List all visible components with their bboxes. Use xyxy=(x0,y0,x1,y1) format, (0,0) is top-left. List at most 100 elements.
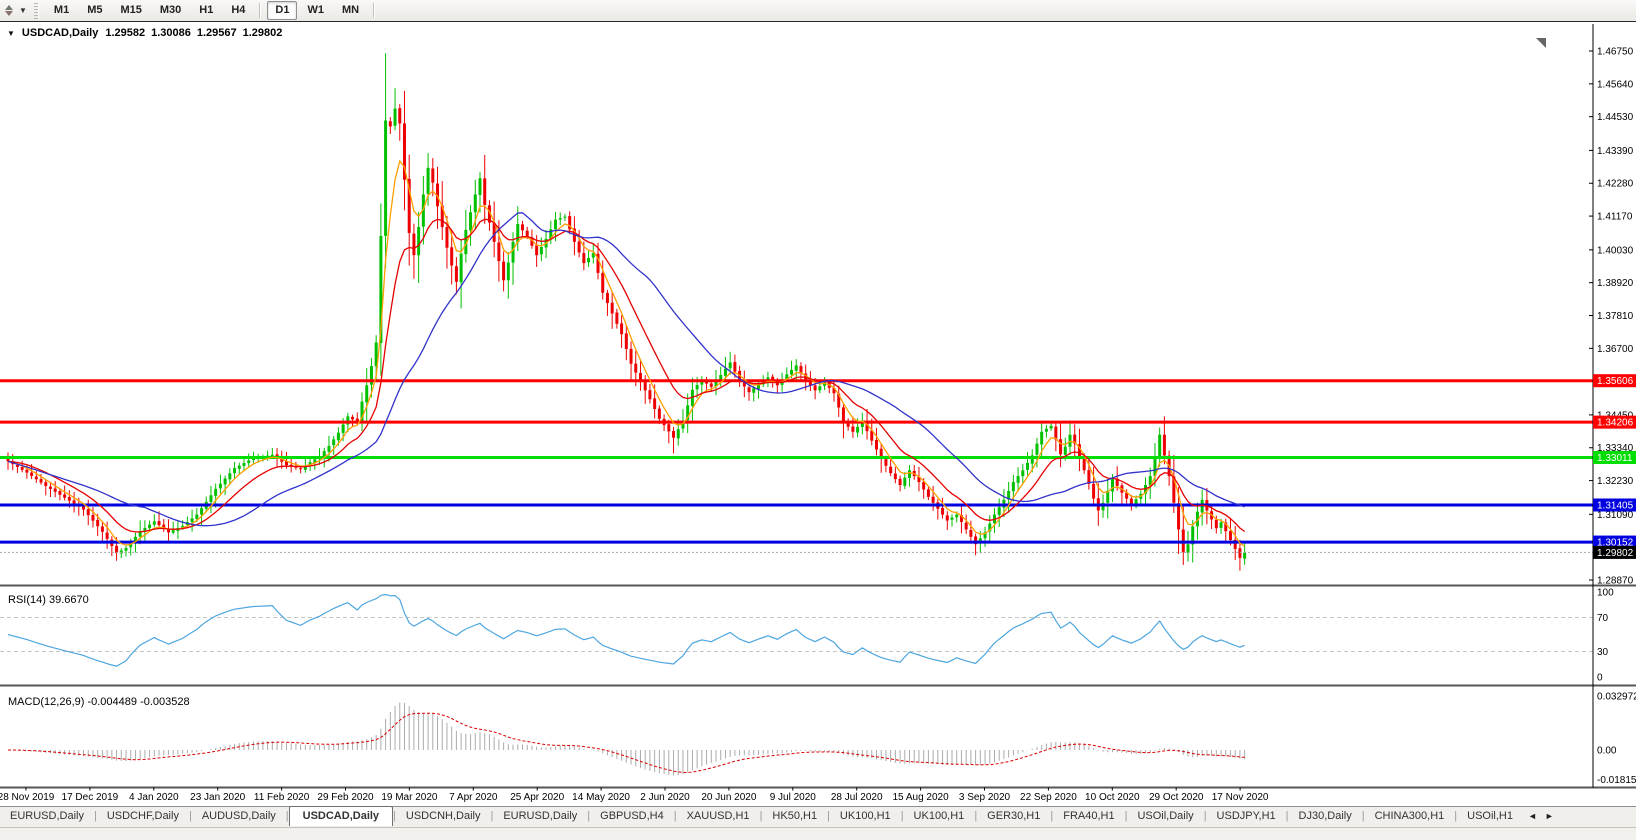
svg-text:1.40030: 1.40030 xyxy=(1597,245,1634,256)
rsi-line xyxy=(7,593,1245,667)
svg-text:23 Jan 2020: 23 Jan 2020 xyxy=(190,792,245,803)
timeframe-button-m30[interactable]: M30 xyxy=(159,4,182,16)
rsi-panel[interactable]: RSI(14) 39.6670 xyxy=(0,593,1593,667)
tab-uk100-h1[interactable]: UK100,H1 xyxy=(839,810,891,822)
svg-text:25 Apr 2020: 25 Apr 2020 xyxy=(510,792,564,803)
toolbar-grip[interactable] xyxy=(33,2,39,19)
tab-eurusd-daily[interactable]: EURUSD,Daily xyxy=(503,810,578,822)
svg-text:1.46750: 1.46750 xyxy=(1597,47,1634,58)
price-badge-1.35606[interactable] xyxy=(1593,374,1636,388)
close-value: 1.29802 xyxy=(242,27,283,39)
macd-signal-line xyxy=(8,712,1245,774)
price-axis[interactable]: 1.46750 1.45640 1.44530 1.43390 1.42280 1.411… xyxy=(1589,24,1636,788)
svg-text:14 May 2020: 14 May 2020 xyxy=(572,792,630,803)
svg-text:1.31405: 1.31405 xyxy=(1597,500,1634,511)
svg-text:1.44530: 1.44530 xyxy=(1597,112,1634,123)
svg-text:19 Mar 2020: 19 Mar 2020 xyxy=(381,792,438,803)
svg-text:3 Sep 2020: 3 Sep 2020 xyxy=(959,792,1011,803)
triangle-up-icon xyxy=(5,5,13,10)
tab-separator: | xyxy=(827,810,830,822)
tab-xauusd-h1[interactable]: XAUUSD,H1 xyxy=(686,810,750,822)
date-axis[interactable]: 28 Nov 2019 17 Dec 2019 4 Jan 2020 23 Jan 2… xyxy=(0,787,1269,804)
chart-scroll-icon[interactable] xyxy=(1,3,17,19)
tab-usoil-daily[interactable]: USOil,Daily xyxy=(1137,810,1194,822)
price-badge-1.33011[interactable] xyxy=(1593,450,1636,464)
timeframe-button-m1[interactable]: M1 xyxy=(53,4,70,16)
timeframe-button-mn[interactable]: MN xyxy=(341,4,360,16)
one-click-expander-icon[interactable]: ▼ xyxy=(7,28,15,38)
price-chart-canvas[interactable]: RSI(14) 39.6670 MACD(12,26,9) -0.004489 -… xyxy=(0,22,1636,806)
tab-usdchf-daily[interactable]: USDCHF,Daily xyxy=(106,810,179,822)
ma-slow-line xyxy=(7,212,1245,527)
timeframe-button-m5[interactable]: M5 xyxy=(87,4,103,16)
svg-text:29 Oct 2020: 29 Oct 2020 xyxy=(1149,792,1204,803)
timeframe-button-d1[interactable]: D1 xyxy=(267,1,298,20)
timeframe-button-h4[interactable]: H4 xyxy=(231,4,246,16)
panel-separators[interactable] xyxy=(0,584,1636,789)
timeframe-button-m15[interactable]: M15 xyxy=(120,4,142,16)
chevron-down-icon[interactable]: ▼ xyxy=(19,6,27,15)
svg-text:1.41170: 1.41170 xyxy=(1597,212,1633,223)
svg-text:11 Feb 2020: 11 Feb 2020 xyxy=(254,792,310,803)
tab-fra40-h1[interactable]: FRA40,H1 xyxy=(1063,810,1115,822)
svg-text:1.34206: 1.34206 xyxy=(1597,418,1634,429)
tab-uk100-h1[interactable]: UK100,H1 xyxy=(913,810,965,822)
timeframe-buttons: M1 M5 M15 M30 H1 H4 D1 W1 MN xyxy=(45,1,380,20)
tab-audusd-daily[interactable]: AUDUSD,Daily xyxy=(201,810,276,822)
macd-panel[interactable]: MACD(12,26,9) -0.004489 -0.003528 xyxy=(8,696,1246,776)
svg-text:30: 30 xyxy=(1597,647,1609,658)
timeframe-button-h1[interactable]: H1 xyxy=(199,4,214,16)
status-bar xyxy=(0,827,1636,840)
chart-symbol-label: USDCAD,Daily xyxy=(21,27,99,39)
toolbar-separator xyxy=(373,3,376,18)
svg-text:4 Jan 2020: 4 Jan 2020 xyxy=(129,792,179,803)
svg-text:28 Jul 2020: 28 Jul 2020 xyxy=(831,792,883,803)
svg-text:29 Feb 2020: 29 Feb 2020 xyxy=(317,792,374,803)
ohlc-values: 1.29582 1.30086 1.29567 1.29802 xyxy=(105,27,282,39)
chart-shift-marker-icon[interactable] xyxy=(1536,38,1546,48)
price-badge-1.31405[interactable] xyxy=(1593,498,1636,512)
tab-separator: | xyxy=(900,810,904,822)
svg-text:17 Nov 2020: 17 Nov 2020 xyxy=(1212,792,1269,803)
tab-usdcnh-daily[interactable]: USDCNH,Daily xyxy=(405,810,481,822)
triangle-down-icon xyxy=(5,11,13,16)
price-badge-1.29802[interactable] xyxy=(1593,545,1636,559)
tab-separator: | xyxy=(393,810,396,822)
chart-tab-bar: EURUSD,Daily | USDCHF,Daily | AUDUSD,Daily | U… xyxy=(0,806,1636,827)
tab-scroll-left[interactable]: ◄ xyxy=(1527,811,1537,821)
timeframe-button-w1[interactable]: W1 xyxy=(307,4,324,16)
tab-ger30-h1[interactable]: GER30,H1 xyxy=(987,810,1041,822)
tab-usdjpy-h1[interactable]: USDJPY,H1 xyxy=(1216,810,1276,822)
ma-fast-line xyxy=(7,159,1245,547)
macd-label: MACD(12,26,9) -0.004489 -0.003528 xyxy=(8,696,190,708)
tab-eurusd-daily[interactable]: EURUSD,Daily xyxy=(10,810,84,822)
svg-text:9 Jul 2020: 9 Jul 2020 xyxy=(770,792,817,803)
price-badge-1.30152[interactable] xyxy=(1593,535,1636,549)
tab-china300-h1[interactable]: CHINA300,H1 xyxy=(1374,810,1445,822)
tab-gbpusd-h4[interactable]: GBPUSD,H4 xyxy=(600,810,664,822)
svg-text:22 Sep 2020: 22 Sep 2020 xyxy=(1020,792,1077,803)
ma-mid-line xyxy=(7,218,1245,533)
svg-text:0: 0 xyxy=(1597,673,1603,684)
tab-separator: | xyxy=(285,810,289,822)
svg-text:1.37810: 1.37810 xyxy=(1597,311,1634,322)
tab-separator: | xyxy=(1285,810,1289,822)
tab-dj30-daily[interactable]: DJ30,Daily xyxy=(1298,810,1352,822)
horizontal-level-lines[interactable] xyxy=(0,379,1593,544)
svg-text:1.35606: 1.35606 xyxy=(1597,376,1634,387)
toolbar-separator xyxy=(259,3,262,18)
svg-text:0.032972: 0.032972 xyxy=(1597,692,1636,703)
price-badges[interactable]: 1.35606 1.34206 1.33011 1.31405 1.301521.298… xyxy=(1593,374,1636,559)
price-badge-1.34206[interactable] xyxy=(1593,415,1636,429)
tab-usdcad-daily[interactable]: USDCAD,Daily xyxy=(288,806,394,826)
svg-text:0.00: 0.00 xyxy=(1597,746,1617,757)
tab-scroll-right[interactable]: ► xyxy=(1544,811,1554,821)
svg-text:15 Aug 2020: 15 Aug 2020 xyxy=(893,792,950,803)
tab-separator: | xyxy=(759,810,763,822)
chart-window: ▼ USDCAD,Daily 1.29582 1.30086 1.29567 1… xyxy=(0,22,1636,806)
tab-usoil-h1[interactable]: USOil,H1 xyxy=(1467,810,1513,822)
tab-separator: | xyxy=(1454,810,1458,822)
high-value: 1.30086 xyxy=(151,27,191,39)
tab-hk50-h1[interactable]: HK50,H1 xyxy=(772,810,818,822)
